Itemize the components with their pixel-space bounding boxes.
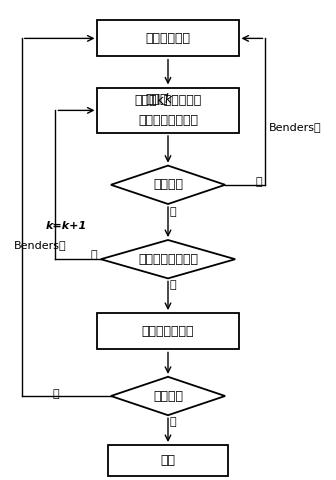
Text: 多情景主问题: 多情景主问题 — [145, 32, 191, 45]
Text: 是: 是 — [170, 280, 176, 290]
Text: 检查第k种情景下的: 检查第k种情景下的 — [134, 94, 202, 108]
Bar — [108, 445, 228, 476]
Text: Benders割: Benders割 — [13, 240, 66, 250]
Text: 结果: 结果 — [161, 454, 175, 468]
Text: 进行全情景检验: 进行全情景检验 — [142, 324, 194, 338]
Bar — [97, 313, 239, 349]
Text: 是: 是 — [170, 207, 176, 216]
Text: 是否满足: 是否满足 — [153, 389, 183, 403]
Text: 否: 否 — [52, 389, 59, 398]
Text: 是否满足: 是否满足 — [153, 178, 183, 192]
Polygon shape — [101, 240, 235, 278]
Text: 是否最后一种情景: 是否最后一种情景 — [138, 252, 198, 266]
Text: 是: 是 — [170, 418, 176, 427]
Text: Benders割: Benders割 — [269, 122, 322, 132]
Polygon shape — [111, 166, 225, 204]
Text: 检查第: 检查第 — [145, 93, 168, 107]
Text: k: k — [164, 93, 172, 107]
Text: k=k+1: k=k+1 — [45, 221, 87, 230]
Polygon shape — [111, 377, 225, 415]
Text: 网络约束是否满足: 网络约束是否满足 — [138, 113, 198, 127]
Bar — [97, 88, 239, 133]
Text: 否: 否 — [91, 251, 97, 260]
Bar — [97, 20, 239, 56]
Text: 否: 否 — [255, 178, 262, 187]
